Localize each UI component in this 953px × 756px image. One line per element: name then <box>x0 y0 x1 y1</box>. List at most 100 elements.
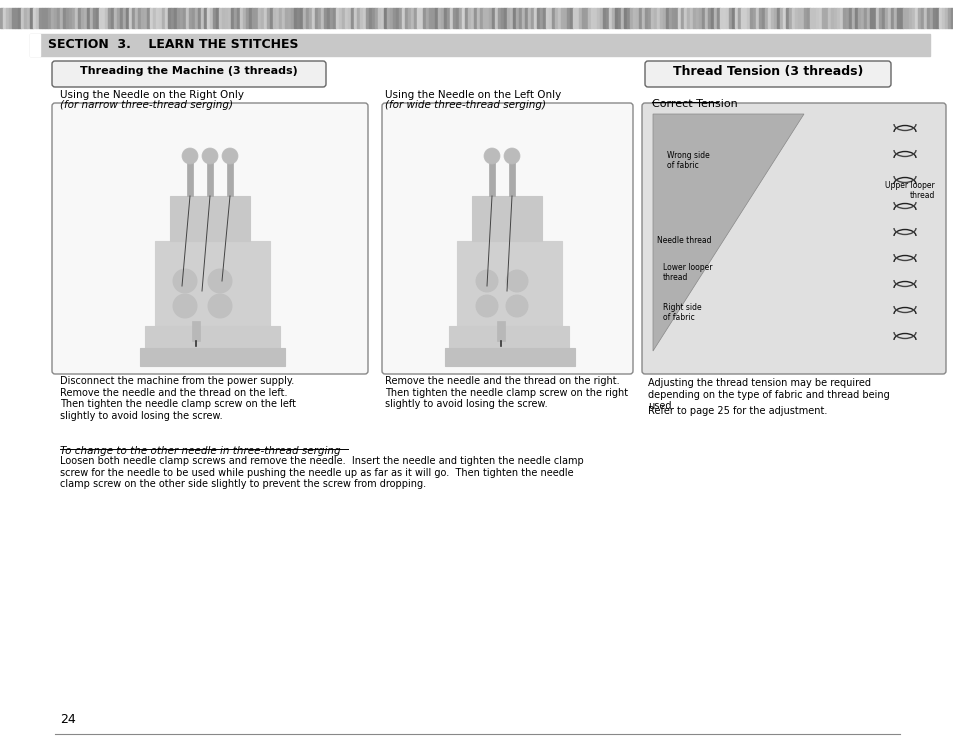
Bar <box>246 8 249 28</box>
Bar <box>875 8 878 28</box>
Bar <box>509 156 515 196</box>
Bar <box>170 196 250 241</box>
Bar <box>422 8 426 28</box>
Bar <box>66 8 69 28</box>
Circle shape <box>222 148 237 164</box>
Bar <box>692 8 696 28</box>
Bar <box>92 8 96 28</box>
Bar <box>60 8 63 28</box>
Bar <box>812 8 815 28</box>
Bar <box>615 8 618 28</box>
Circle shape <box>172 269 196 293</box>
Bar <box>435 8 437 28</box>
Bar <box>450 8 453 28</box>
Bar <box>351 8 354 28</box>
Bar <box>456 241 561 326</box>
Bar <box>27 8 30 28</box>
FancyBboxPatch shape <box>52 103 368 374</box>
Bar <box>419 8 422 28</box>
Bar <box>503 8 506 28</box>
Bar <box>636 8 639 28</box>
Bar <box>597 8 599 28</box>
Bar <box>42 8 45 28</box>
Bar <box>327 8 330 28</box>
Bar <box>513 8 516 28</box>
Bar <box>270 8 273 28</box>
Text: Loosen both needle clamp screws and remove the needle.  Insert the needle and ti: Loosen both needle clamp screws and remo… <box>60 456 583 489</box>
Bar <box>416 8 419 28</box>
Bar <box>474 8 476 28</box>
Bar <box>369 8 372 28</box>
Bar <box>941 8 944 28</box>
Bar <box>545 8 548 28</box>
Bar <box>932 8 935 28</box>
Bar <box>71 8 75 28</box>
Bar <box>380 8 384 28</box>
Bar <box>375 8 377 28</box>
Bar <box>390 8 393 28</box>
Bar <box>207 8 210 28</box>
Text: Needle thread: Needle thread <box>657 236 711 245</box>
Bar <box>213 8 215 28</box>
Bar <box>527 8 531 28</box>
Bar <box>30 34 40 56</box>
Bar <box>854 8 857 28</box>
Bar <box>440 8 443 28</box>
Bar <box>254 8 257 28</box>
Bar <box>704 8 707 28</box>
Bar <box>782 8 785 28</box>
Bar <box>144 8 147 28</box>
Bar <box>225 8 228 28</box>
Bar <box>0 8 3 28</box>
Bar <box>102 8 105 28</box>
Bar <box>887 8 890 28</box>
Bar <box>411 8 414 28</box>
Bar <box>471 8 474 28</box>
Bar <box>734 8 738 28</box>
Bar <box>99 8 102 28</box>
Bar <box>773 8 776 28</box>
Bar <box>701 8 704 28</box>
Bar <box>69 8 71 28</box>
Text: (for wide three-thread serging): (for wide three-thread serging) <box>385 100 545 110</box>
Bar <box>341 8 345 28</box>
Bar <box>618 8 620 28</box>
Bar <box>950 8 953 28</box>
Bar <box>815 8 818 28</box>
Bar <box>599 8 602 28</box>
Bar <box>285 8 288 28</box>
Bar <box>456 8 458 28</box>
Bar <box>377 8 380 28</box>
Bar <box>152 8 156 28</box>
Bar <box>219 8 222 28</box>
Bar <box>476 8 479 28</box>
Bar <box>920 8 923 28</box>
Bar <box>566 8 569 28</box>
Bar <box>803 8 806 28</box>
FancyBboxPatch shape <box>641 103 945 374</box>
Bar <box>510 8 513 28</box>
Bar <box>683 8 686 28</box>
Bar <box>194 8 198 28</box>
Bar <box>929 8 932 28</box>
Bar <box>317 8 320 28</box>
Bar <box>659 8 662 28</box>
Bar <box>746 8 749 28</box>
Text: Correct Tension: Correct Tension <box>651 99 737 109</box>
Bar <box>689 8 692 28</box>
Circle shape <box>503 148 519 164</box>
Bar <box>372 8 375 28</box>
Bar <box>288 8 291 28</box>
Bar <box>707 8 710 28</box>
Bar <box>447 8 450 28</box>
Bar <box>776 8 780 28</box>
Bar <box>257 8 261 28</box>
Bar <box>449 326 568 351</box>
Bar <box>126 8 129 28</box>
Bar <box>845 8 848 28</box>
Bar <box>108 8 111 28</box>
Bar <box>24 8 27 28</box>
Bar <box>312 8 314 28</box>
Bar <box>154 241 270 326</box>
Bar <box>177 8 180 28</box>
